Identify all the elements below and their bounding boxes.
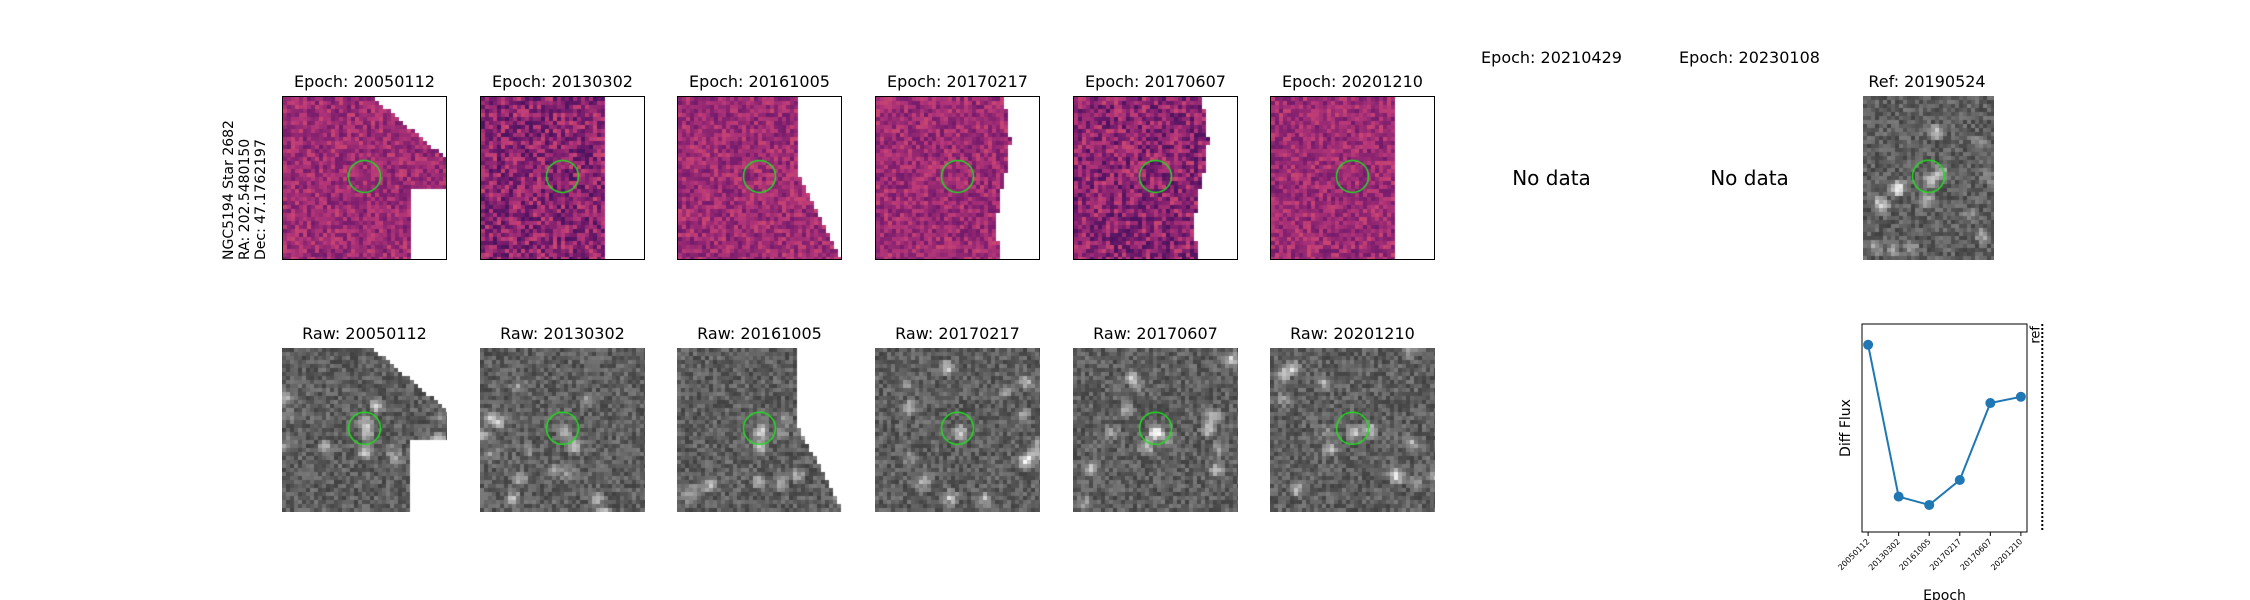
diff-image-panel (1073, 96, 1238, 260)
diff-panel-title: Epoch: 20201210 (1282, 72, 1423, 91)
data-point (1924, 500, 1934, 510)
star-ra-label: RA: 202.5480150 (238, 139, 252, 260)
data-point (1985, 398, 1995, 408)
x-tick-label: 20050112 (1836, 537, 1871, 572)
diff-image (283, 97, 446, 259)
no-data-label: No data (1710, 166, 1789, 190)
raw-image-panel (875, 348, 1040, 512)
diff-panel-title: Epoch: 20130302 (492, 72, 633, 91)
ref-image-panel (1863, 96, 1994, 260)
raw-image (282, 348, 447, 512)
star-name-label: NGC5194 Star 2682 (222, 120, 236, 260)
raw-image-panel (1270, 348, 1435, 512)
y-axis-label: Diff Flux (1838, 399, 1854, 457)
raw-image-panel (282, 348, 447, 512)
raw-panel-title: Raw: 20170217 (895, 324, 1020, 343)
raw-panel-title: Raw: 20161005 (697, 324, 822, 343)
no-data-label: No data (1512, 166, 1591, 190)
ref-image (1863, 96, 1994, 260)
raw-image-panel (1073, 348, 1238, 512)
raw-panel-title: Raw: 20130302 (500, 324, 625, 343)
data-point (1894, 492, 1904, 502)
diff-image-panel (282, 96, 447, 260)
data-point (1863, 340, 1873, 350)
raw-panel-title: Raw: 20170607 (1093, 324, 1218, 343)
diff-panel-title: Epoch: 20170607 (1085, 72, 1226, 91)
ref-panel-title: Ref: 20190524 (1868, 72, 1985, 91)
star-dec-label: Dec: 47.1762197 (254, 139, 268, 260)
diff-image-panel (875, 96, 1040, 260)
diff-image (678, 97, 841, 259)
x-axis-label: Epoch (1923, 588, 1966, 600)
raw-image (1073, 348, 1238, 512)
light-curve-chart: ref 2005011220130302201610052017021720170… (1800, 310, 2060, 600)
x-tick-label: 20130302 (1867, 537, 1902, 572)
raw-panel-title: Raw: 20050112 (302, 324, 427, 343)
raw-image (480, 348, 645, 512)
diff-image-panel (1270, 96, 1435, 260)
x-tick-label: 20201210 (1989, 537, 2024, 572)
star-label: NGC5194 Star 2682 RA: 202.5480150 Dec: 4… (222, 100, 277, 265)
series-line (1868, 345, 2021, 505)
raw-image (677, 348, 842, 512)
x-tick-label: 20161005 (1897, 537, 1932, 572)
plot-frame (1862, 324, 2027, 532)
diff-image (876, 97, 1039, 259)
diff-panel-title: Epoch: 20170217 (887, 72, 1028, 91)
raw-image-panel (677, 348, 842, 512)
diff-image-panel (480, 96, 645, 260)
raw-image-panel (480, 348, 645, 512)
ref-marker-label: ref (2028, 326, 2043, 344)
x-tick-label: 20170217 (1928, 537, 1963, 572)
raw-image (1270, 348, 1435, 512)
x-tick-label: 20170607 (1959, 537, 1994, 572)
diff-image-panel (677, 96, 842, 260)
diff-image (481, 97, 644, 259)
diff-image (1271, 97, 1434, 259)
diff-image (1074, 97, 1237, 259)
diff-panel-title: Epoch: 20161005 (689, 72, 830, 91)
raw-image (875, 348, 1040, 512)
diff-panel-title: Epoch: 20050112 (294, 72, 435, 91)
data-point (1955, 475, 1965, 485)
data-point (2016, 392, 2026, 402)
raw-panel-title: Raw: 20201210 (1290, 324, 1415, 343)
diff-panel-title: Epoch: 20210429 (1481, 48, 1622, 67)
diff-panel-title: Epoch: 20230108 (1679, 48, 1820, 67)
